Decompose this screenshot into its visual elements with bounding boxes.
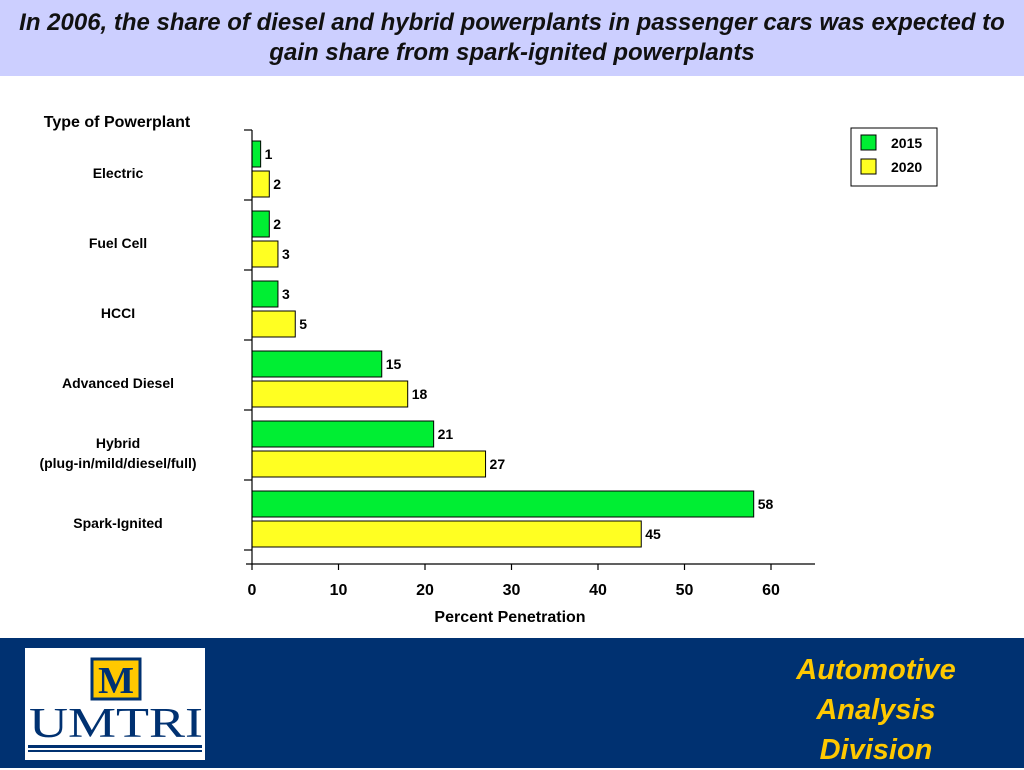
category-label-line: Advanced Diesel xyxy=(62,375,174,391)
division-name: Automotive Analysis Division xyxy=(760,650,992,770)
category-label-line: HCCI xyxy=(101,305,135,321)
x-tick-label: 10 xyxy=(330,582,348,599)
category-label-line: Fuel Cell xyxy=(89,235,147,251)
bar-chart: Type of Powerplant Electric Fuel Cell HCCI… xyxy=(39,114,938,626)
category-label: Fuel Cell xyxy=(89,235,147,251)
bar-2015-electric xyxy=(251,140,262,168)
value-label: 21 xyxy=(438,426,454,442)
page-title: In 2006, the share of diesel and hybrid … xyxy=(19,9,1005,66)
y-axis-title: Type of Powerplant xyxy=(44,114,191,131)
value-label: 58 xyxy=(758,496,774,512)
x-tick-label: 60 xyxy=(762,582,780,599)
x-tick-label: 30 xyxy=(503,582,521,599)
legend-label-2020: 2020 xyxy=(891,159,922,175)
x-tick-label: 20 xyxy=(416,582,434,599)
footer-banner: M UMTRI Automotive Analysis Division xyxy=(0,638,1024,768)
category-label: HCCI xyxy=(101,305,135,321)
x-axis-title: Percent Penetration xyxy=(434,609,585,626)
bars xyxy=(251,140,755,548)
umtri-logo-graphic: M UMTRI xyxy=(28,657,203,752)
logo-wordmark: UMTRI xyxy=(29,701,203,747)
division-line: Division xyxy=(819,734,933,766)
value-label: 15 xyxy=(386,356,402,372)
value-label: 2 xyxy=(273,176,281,192)
division-line: Analysis xyxy=(816,694,936,726)
bar-2020-electric xyxy=(251,170,270,198)
category-labels: Electric Fuel Cell HCCI Advanced Diesel Hybr… xyxy=(39,165,196,531)
bar-2015-hybrid xyxy=(251,420,435,448)
value-label: 5 xyxy=(299,316,307,332)
legend-label-2015: 2015 xyxy=(891,135,922,151)
value-label: 3 xyxy=(282,246,290,262)
bar-2020-fuel-cell xyxy=(251,240,279,268)
value-label: 27 xyxy=(490,456,506,472)
category-label: Spark-Ignited xyxy=(73,515,162,531)
division-line: Automotive xyxy=(796,654,956,686)
title-banner: In 2006, the share of diesel and hybrid … xyxy=(0,0,1024,76)
bar-2020-spark-ignited xyxy=(251,520,642,548)
x-tick-label: 40 xyxy=(589,582,607,599)
value-label: 2 xyxy=(273,216,281,232)
logo-block-m: M xyxy=(98,660,134,702)
legend-swatch-2015 xyxy=(860,134,877,151)
category-label: Hybrid (plug-in/mild/diesel/full) xyxy=(39,435,196,471)
bar-2020-hybrid xyxy=(251,450,487,478)
category-label-line: Hybrid xyxy=(96,435,140,451)
bar-2015-hcci xyxy=(251,280,279,308)
category-label-line: Electric xyxy=(93,165,144,181)
x-tick-label: 0 xyxy=(248,582,257,599)
value-label: 1 xyxy=(265,146,273,162)
umtri-logo: M UMTRI xyxy=(25,648,205,760)
x-tick-label: 50 xyxy=(676,582,694,599)
value-label: 18 xyxy=(412,386,428,402)
bar-2015-fuel-cell xyxy=(251,210,270,238)
value-label: 45 xyxy=(645,526,661,542)
category-label: Electric xyxy=(93,165,144,181)
value-label: 3 xyxy=(282,286,290,302)
legend-swatch-2020 xyxy=(860,158,877,175)
category-label-line: (plug-in/mild/diesel/full) xyxy=(39,455,196,471)
category-label: Advanced Diesel xyxy=(62,375,174,391)
legend: 2015 2020 xyxy=(850,127,938,187)
axes xyxy=(244,129,815,570)
category-label-line: Spark-Ignited xyxy=(73,515,162,531)
bar-2015-spark-ignited xyxy=(251,490,755,518)
bar-2020-hcci xyxy=(251,310,296,338)
bar-2020-advanced-diesel xyxy=(251,380,409,408)
bar-2015-advanced-diesel xyxy=(251,350,383,378)
x-tick-labels: 0 10 20 30 40 50 60 xyxy=(248,582,780,599)
